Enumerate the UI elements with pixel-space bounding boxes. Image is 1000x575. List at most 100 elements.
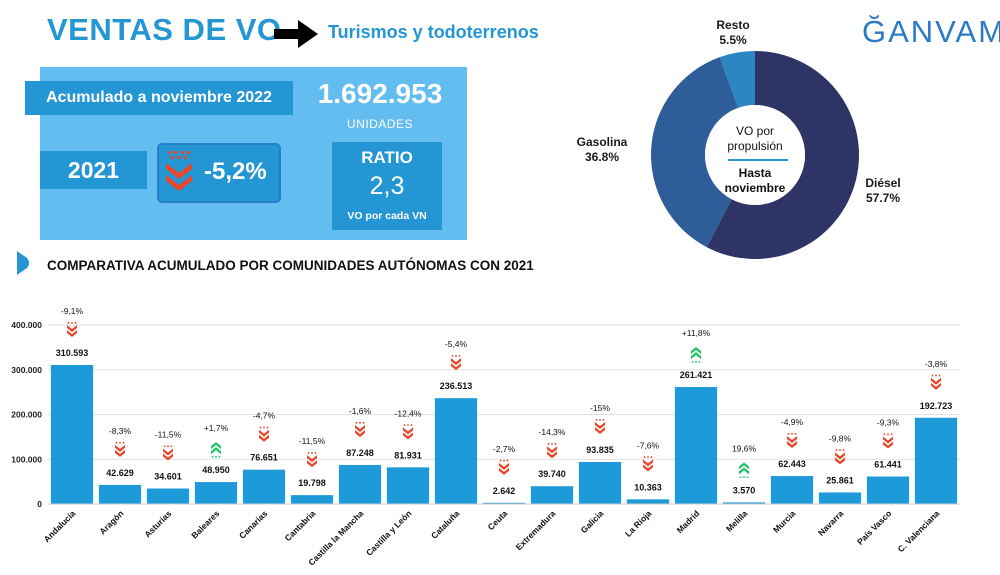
- bar-value-label: 34.601: [154, 472, 182, 482]
- y-tick-label: 300.000: [11, 365, 42, 375]
- trend-down-icon: [115, 441, 125, 457]
- donut-center-divider: [728, 159, 788, 161]
- change-label: -11,5%: [155, 430, 182, 440]
- bar: [914, 417, 958, 504]
- slice-diesel: [706, 51, 859, 259]
- bar-value-label: 62.443: [778, 459, 806, 469]
- trend-down-icon: [643, 456, 653, 472]
- bar: [290, 495, 334, 504]
- units-label: UNIDADES: [346, 117, 413, 131]
- donut-center-bottom: Hasta noviembre: [705, 166, 805, 196]
- change-label: -3,8%: [925, 359, 948, 369]
- bar: [482, 502, 526, 504]
- bar-value-label: 2.642: [493, 486, 516, 496]
- bar: [866, 476, 910, 504]
- x-tick-label: La Rioja: [623, 508, 654, 539]
- x-tick-label: Aragón: [97, 508, 125, 536]
- x-tick-label: Cantabria: [283, 508, 318, 543]
- donut-center-line-2: propulsión: [727, 139, 783, 153]
- trend-down-icon: [67, 322, 77, 338]
- bar: [818, 492, 862, 504]
- slice-name-resto: Resto: [716, 18, 750, 32]
- change-label: +1,7%: [204, 423, 229, 433]
- change-value: -5,2%: [204, 158, 267, 185]
- change-label: -4,9%: [781, 417, 804, 427]
- bar-value-label: 48.950: [202, 465, 230, 475]
- x-tick-label: Melilla: [724, 508, 750, 534]
- slice-value-resto: 5.5%: [719, 33, 747, 47]
- change-label: -9,8%: [829, 433, 852, 443]
- trend-down-icon: [403, 424, 413, 440]
- change-label: +11,8%: [682, 328, 711, 338]
- donut-chart: [651, 51, 859, 259]
- x-tick-label: Cataluña: [429, 508, 462, 541]
- change-label: -9,1%: [61, 306, 84, 316]
- bar-value-label: 87.248: [346, 448, 374, 458]
- trend-down-icon: [595, 419, 605, 435]
- trend-down-icon: [499, 459, 509, 475]
- bar-value-label: 76.651: [250, 453, 278, 463]
- bar: [578, 462, 622, 504]
- bar: [146, 488, 190, 504]
- x-tick-label: Castilla y León: [364, 508, 413, 557]
- bar-value-label: 236.513: [440, 381, 473, 391]
- trend-down-icon: [451, 355, 461, 371]
- bar: [434, 398, 478, 504]
- change-label: 19,6%: [732, 443, 757, 453]
- bar-value-label: 3.570: [733, 485, 756, 495]
- slice-label-diesel: Diésel 57.7%: [850, 176, 916, 206]
- bar-value-label: 310.593: [56, 348, 89, 358]
- bar-value-label: 19.798: [298, 478, 326, 488]
- x-tick-label: C. Valenciana: [896, 508, 942, 554]
- change-label: -4,7%: [253, 411, 276, 421]
- bar: [530, 486, 574, 504]
- bar: [722, 502, 766, 504]
- ratio-value: 2,3: [369, 172, 405, 200]
- slice-gasolina: [651, 57, 739, 248]
- x-tick-label: Asturias: [142, 508, 173, 539]
- bar-value-label: 261.421: [680, 370, 713, 380]
- bar: [626, 499, 670, 504]
- bar-value-label: 42.629: [106, 468, 134, 478]
- x-tick-label: Murcia: [771, 508, 798, 535]
- trend-up-icon: [691, 347, 701, 363]
- change-label: -9,3%: [877, 418, 900, 428]
- change-label: -2,7%: [493, 444, 516, 454]
- donut-hole: [705, 105, 805, 205]
- period-label: Acumulado a noviembre 2022: [25, 81, 293, 115]
- x-tick-label: Ceuta: [486, 508, 510, 532]
- chevrons-down-icon: [166, 151, 192, 191]
- bar: [50, 365, 94, 504]
- bar-value-label: 81.931: [394, 450, 422, 460]
- slice-value-diesel: 57.7%: [865, 191, 901, 205]
- regions-bar-chart: 0 100.000 200.000 300.000 400.000 310.593 -9,1…: [11, 306, 960, 568]
- units-value: 1.692.953: [317, 78, 443, 109]
- x-tick-label: Navarra: [816, 508, 846, 538]
- trend-down-icon: [883, 433, 893, 449]
- x-tick-label: Baleares: [189, 508, 221, 540]
- trend-down-icon: [835, 449, 845, 465]
- donut-center-line-4: noviembre: [724, 181, 786, 195]
- bar: [242, 469, 286, 504]
- trend-down-icon: [931, 374, 941, 390]
- slice-name-diesel: Diésel: [865, 176, 901, 190]
- ganvam-logo: ĞANVAM: [862, 12, 1000, 52]
- y-tick-label: 200.000: [11, 410, 42, 420]
- x-tick-label: País Vasco: [855, 508, 893, 546]
- bar-value-label: 10.363: [634, 482, 662, 492]
- page-title: VENTAS DE VO: [47, 12, 282, 47]
- trend-down-icon: [547, 443, 557, 459]
- x-tick-label: Galicia: [579, 508, 606, 535]
- bar-value-label: 93.835: [586, 445, 614, 455]
- trend-up-icon: [739, 462, 749, 479]
- bar-value-label: 61.441: [874, 460, 902, 470]
- x-tick-label: Extremadura: [514, 508, 558, 552]
- arrow-right-icon: [274, 20, 318, 48]
- trend-down-icon: [163, 445, 173, 461]
- ratio-box: [332, 142, 442, 230]
- page-subtitle: Turismos y todoterrenos: [328, 22, 539, 42]
- trend-down-icon: [259, 426, 269, 442]
- trend-down-icon: [355, 421, 365, 437]
- bar: [770, 476, 814, 504]
- section-title: COMPARATIVA ACUMULADO POR COMUNIDADES AU…: [47, 258, 534, 273]
